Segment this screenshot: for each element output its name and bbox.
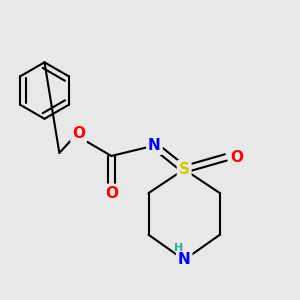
Text: N: N: [148, 138, 161, 153]
Text: N: N: [178, 253, 190, 268]
Text: O: O: [105, 186, 118, 201]
Text: O: O: [231, 150, 244, 165]
Text: S: S: [179, 162, 190, 177]
Text: H: H: [174, 243, 183, 253]
Text: O: O: [72, 126, 85, 141]
